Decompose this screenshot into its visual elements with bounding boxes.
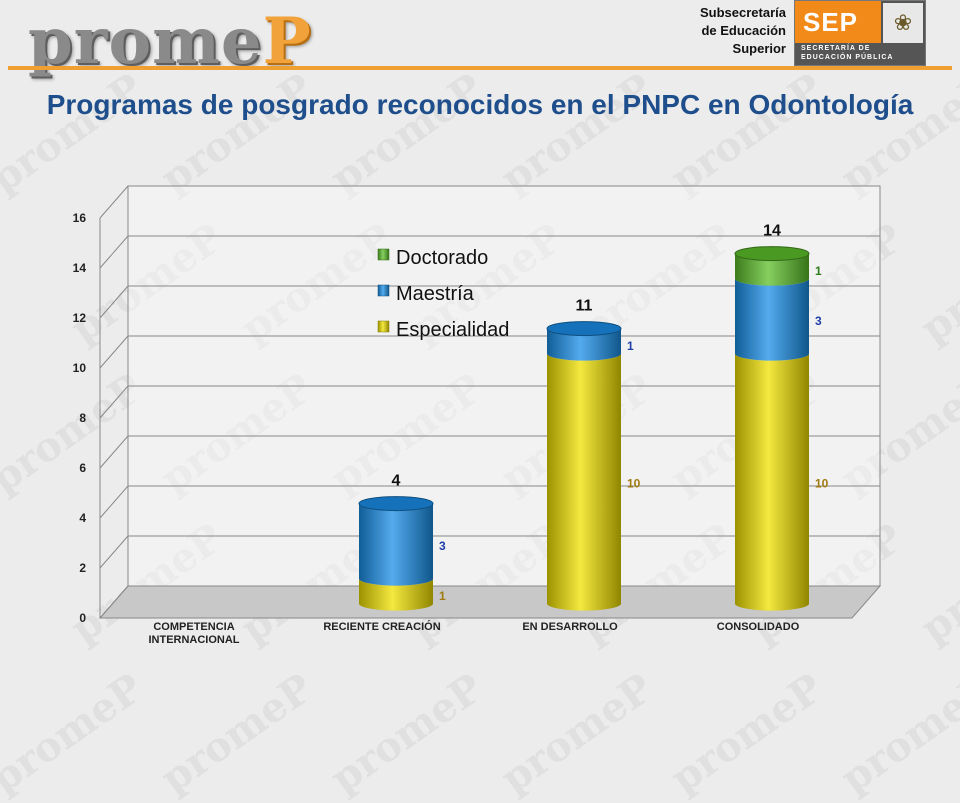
bar-segment-maestría <box>359 503 433 586</box>
gridline-diagonal <box>99 285 129 319</box>
legend-label: Doctorado <box>396 247 488 269</box>
logo-accent-letter: P <box>262 4 312 79</box>
gridline-diagonal <box>99 235 129 269</box>
y-tick-label: 16 <box>73 211 87 225</box>
gridline-diagonal <box>99 535 129 569</box>
subsecretaria-line-2: de Educación <box>701 23 786 38</box>
category-label: EN DESARROLLO <box>522 621 618 633</box>
category-label: RECIENTE CREACIÓN <box>323 620 440 633</box>
logo-text: prome <box>28 4 263 79</box>
sep-line-1: SECRETARÍA DE <box>801 45 871 52</box>
sep-logo: SEP ❀ SECRETARÍA DE EDUCACIÓN PÚBLICA <box>794 0 926 66</box>
sep-badge: SEP <box>795 1 881 43</box>
y-tick-label: 4 <box>79 511 86 525</box>
y-tick-label: 14 <box>73 261 87 275</box>
legend-swatch-maestría <box>377 284 390 297</box>
y-tick-label: 6 <box>79 461 86 475</box>
gridline-diagonal <box>99 385 129 419</box>
sep-badge-text: SEP <box>803 7 859 37</box>
promep-logo: promeP <box>28 6 312 78</box>
segment-value-label: 3 <box>815 314 822 328</box>
y-tick-label: 2 <box>79 561 86 575</box>
stacked-bar-chart: 0246810121416COMPETENCIAINTERNACIONALREC… <box>73 185 882 646</box>
legend-label: Maestría <box>396 283 475 305</box>
y-tick-label: 12 <box>73 311 87 325</box>
segment-value-label: 10 <box>815 477 829 491</box>
bar-top-cap <box>358 496 434 512</box>
segment-value-label: 1 <box>815 264 822 278</box>
category-label: CONSOLIDADO <box>717 621 800 633</box>
segment-value-label: 1 <box>627 339 634 353</box>
y-tick-label: 0 <box>79 611 86 625</box>
total-value-label: 11 <box>576 298 593 315</box>
legend-swatch-doctorado <box>377 248 390 261</box>
y-tick-label: 8 <box>79 411 86 425</box>
segment-value-label: 3 <box>439 539 446 553</box>
total-value-label: 4 <box>392 473 401 490</box>
segment-value-label: 1 <box>439 589 446 603</box>
gridline-diagonal <box>99 485 129 519</box>
subsecretaria-line-3: Superior <box>732 41 786 56</box>
legend-swatch-especialidad <box>377 320 390 333</box>
bar-segment-especialidad <box>547 353 621 611</box>
category-label: COMPETENCIA <box>153 621 234 633</box>
sep-line-2: EDUCACIÓN PÚBLICA <box>801 54 894 61</box>
gridline-diagonal <box>99 335 129 369</box>
bar-segment-especialidad <box>359 578 433 611</box>
gridline-diagonal <box>99 435 129 469</box>
bar-top-cap <box>546 321 622 337</box>
gridline-diagonal <box>99 585 129 619</box>
subsecretaria-label: Subsecretaría de Educación Superior <box>646 4 786 58</box>
chart-title: Programas de posgrado reconocidos en el … <box>46 89 914 120</box>
bar-top-cap <box>734 246 810 262</box>
subsecretaria-line-1: Subsecretaría <box>700 5 786 20</box>
segment-value-label: 10 <box>627 477 641 491</box>
header-rule <box>8 66 952 70</box>
total-value-label: 14 <box>763 223 781 240</box>
bar-segment-maestría <box>547 328 621 361</box>
legend-label: Especialidad <box>396 319 509 341</box>
category-label: INTERNACIONAL <box>148 634 239 646</box>
bar-segment-doctorado <box>735 253 809 286</box>
gridline-diagonal <box>99 185 129 219</box>
bar-segment-especialidad <box>735 353 809 611</box>
eagle-emblem-icon: ❀ <box>883 3 923 43</box>
bar-segment-maestría <box>735 278 809 361</box>
y-tick-label: 10 <box>73 361 87 375</box>
